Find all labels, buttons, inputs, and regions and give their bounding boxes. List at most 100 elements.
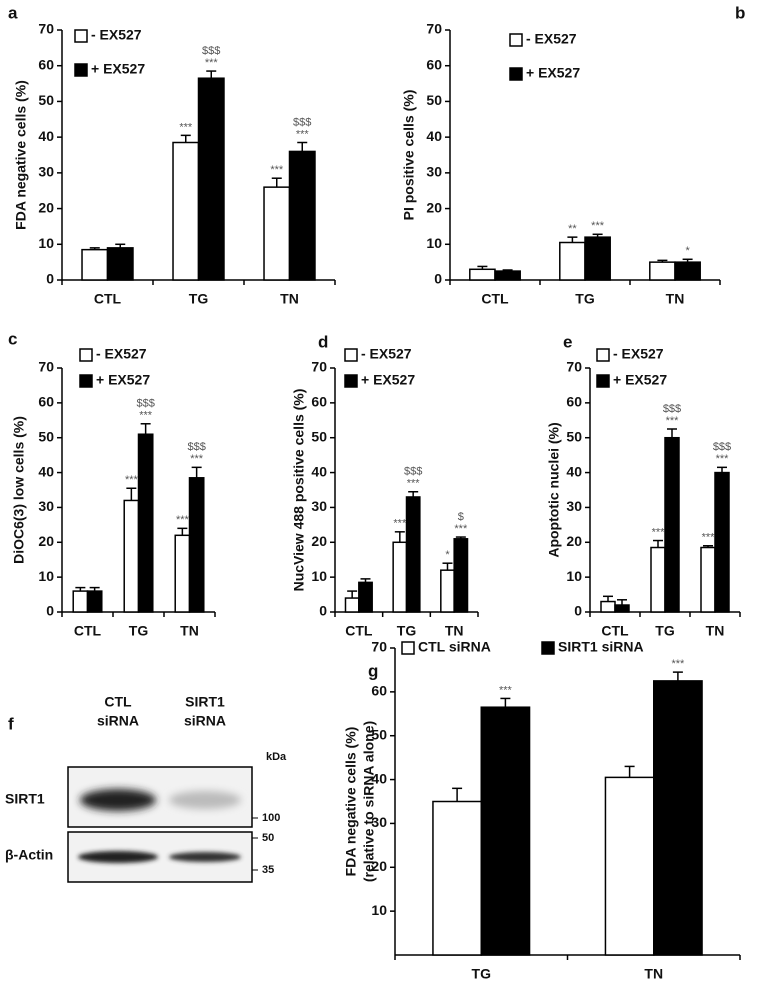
significance-label: *	[445, 549, 450, 561]
significance-label: ***	[190, 453, 204, 465]
y-tick-label: 0	[46, 271, 54, 287]
significance-label: $$$	[663, 403, 681, 415]
y-axis-label: (relative to siRNA alone)	[361, 721, 377, 882]
band	[169, 791, 241, 809]
bar	[432, 800, 483, 956]
legend-swatch	[74, 29, 88, 43]
y-tick-label: 50	[311, 428, 327, 444]
legend-label: + EX527	[361, 372, 415, 388]
bar	[188, 477, 205, 613]
y-tick-label: 0	[319, 603, 327, 619]
y-tick-label: 20	[38, 533, 54, 549]
x-tick-label: TG	[655, 623, 675, 639]
y-tick-label: 30	[38, 498, 54, 514]
y-tick-label: 70	[566, 359, 582, 375]
significance-label: **	[568, 223, 577, 235]
bar	[72, 590, 89, 613]
bar	[358, 581, 373, 613]
y-tick-label: 70	[426, 21, 442, 37]
legend-label: CTL siRNA	[418, 639, 491, 655]
y-tick-label: 10	[371, 902, 387, 918]
bar	[559, 241, 586, 281]
significance-label: $	[458, 511, 464, 523]
y-tick-label: 0	[434, 271, 442, 287]
significance-label: $$$	[404, 466, 422, 478]
legend-swatch	[79, 348, 93, 362]
y-tick-label: 50	[38, 92, 54, 108]
y-tick-label: 20	[311, 533, 327, 549]
y-tick-label: 20	[426, 199, 442, 215]
legend-label: + EX527	[96, 372, 150, 388]
significance-label: ***	[407, 478, 421, 490]
chart: e Apoptotic nuclei (%) 0 10 20 30 40 50 60 70 CTL T…	[546, 332, 741, 639]
x-tick-label: TN	[445, 623, 464, 639]
y-tick-label: 70	[311, 359, 327, 375]
bar	[664, 436, 680, 613]
x-tick-label: TG	[129, 623, 149, 639]
panel-letter: f	[8, 714, 14, 733]
y-tick-label: 50	[426, 92, 442, 108]
y-axis-label: PI positive cells (%)	[401, 90, 417, 221]
significance-label: $$$	[202, 45, 220, 57]
bar	[392, 541, 408, 613]
bar	[172, 141, 200, 281]
significance-label: ***	[652, 526, 666, 538]
y-tick-label: 50	[371, 726, 387, 742]
significance-label: $$$	[293, 116, 311, 128]
y-tick-label: 30	[38, 164, 54, 180]
legend-label: - EX527	[613, 346, 664, 362]
y-tick-label: 60	[311, 394, 327, 410]
significance-label: *	[685, 245, 690, 257]
significance-label: ***	[454, 523, 468, 535]
significance-label: ***	[716, 453, 730, 465]
bar	[674, 261, 701, 281]
bar	[344, 597, 360, 613]
legend-swatch	[74, 63, 88, 77]
x-tick-label: CTL	[94, 291, 122, 307]
significance-label: ***	[666, 415, 680, 427]
y-tick-label: 20	[371, 858, 387, 874]
blot-panel: f CTL siRNA SIRT1 siRNA kDa SIRT1 β-Acti…	[5, 694, 287, 883]
significance-label: ***	[270, 164, 284, 176]
y-tick-label: 40	[371, 770, 387, 786]
bar	[714, 471, 730, 613]
bar	[137, 433, 154, 613]
legend-label: - EX527	[91, 27, 142, 43]
bar	[81, 248, 109, 281]
significance-label: ***	[139, 410, 153, 422]
legend-swatch	[509, 33, 523, 47]
bar	[584, 236, 611, 281]
significance-label: ***	[499, 684, 513, 696]
panel-letter: b	[735, 3, 745, 22]
legend-label: SIRT1 siRNA	[558, 639, 644, 655]
legend-swatch	[509, 67, 523, 81]
chart: d NucView 488 positive cells (%) 0 10 20 30 40…	[291, 332, 479, 639]
y-tick-label: 50	[566, 428, 582, 444]
y-tick-label: 20	[566, 533, 582, 549]
y-tick-label: 30	[426, 164, 442, 180]
y-tick-label: 60	[38, 394, 54, 410]
y-tick-label: 10	[38, 568, 54, 584]
legend-label: + EX527	[526, 65, 580, 81]
bar	[263, 186, 291, 281]
legend-swatch	[596, 374, 610, 388]
y-axis-label: FDA negative cells (%)	[13, 80, 29, 230]
y-tick-label: 40	[38, 463, 54, 479]
band	[169, 852, 241, 862]
y-tick-label: 30	[311, 498, 327, 514]
y-tick-label: 60	[566, 394, 582, 410]
row-label: SIRT1	[5, 791, 45, 807]
x-tick-label: CTL	[481, 291, 509, 307]
chart: b PI positive cells (%) 0 10 20 30 40 50 60 70 CTL…	[401, 3, 746, 306]
chart: a FDA negative cells (%) 0 10 20 30 40 50 60 70 CT…	[8, 3, 336, 307]
legend-swatch	[344, 374, 358, 388]
bar	[106, 247, 134, 281]
x-tick-label: TG	[472, 966, 492, 979]
chart: c DiOC6(3) low cells (%) 0 10 20 30 40 50 60 70 CT…	[8, 329, 216, 639]
y-tick-label: 30	[371, 814, 387, 830]
bar	[653, 680, 703, 956]
band	[78, 851, 158, 863]
significance-label: $$$	[187, 441, 205, 453]
bar	[453, 538, 469, 613]
y-tick-label: 10	[311, 568, 327, 584]
